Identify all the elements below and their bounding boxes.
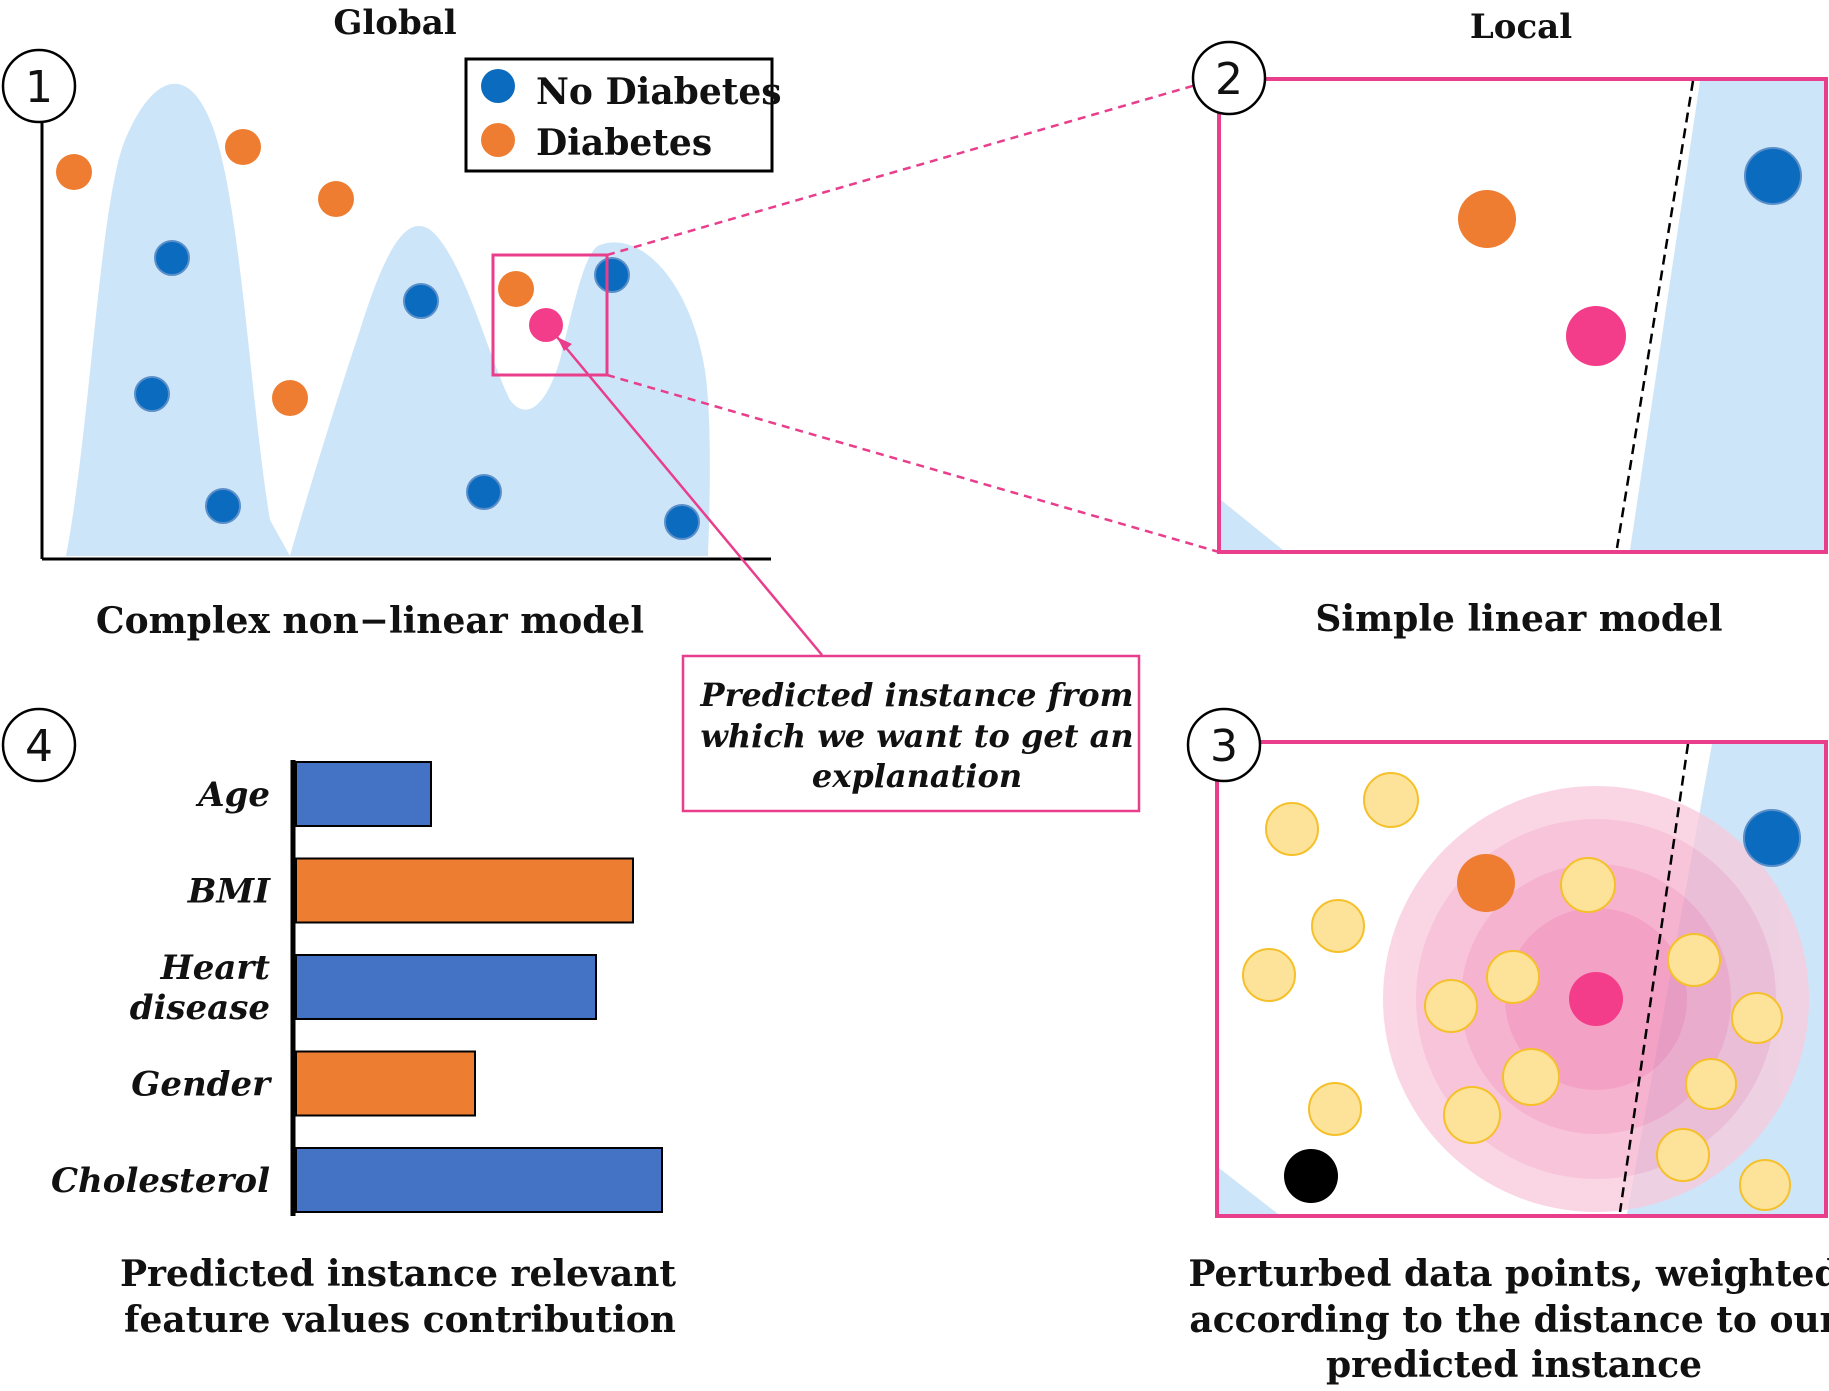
callout-arrow xyxy=(556,336,823,656)
perturbed-point xyxy=(1311,899,1365,953)
badge-1: 1 xyxy=(1,48,77,124)
local-caption: Simple linear model xyxy=(1315,598,1722,640)
diabetes-point xyxy=(1457,854,1515,912)
predicted-instance-point xyxy=(1569,972,1623,1026)
perturbed-points xyxy=(1242,772,1791,1211)
diabetes-point xyxy=(1458,190,1516,248)
perturbed-point xyxy=(1363,772,1419,828)
no-diabetes-point xyxy=(134,376,170,412)
no-diabetes-point xyxy=(205,488,241,524)
panel-perturbed: Perturbed data points, weighted accordin… xyxy=(1188,740,1829,1386)
callout-arrowhead xyxy=(557,337,572,351)
no-diabetes-point xyxy=(594,257,630,293)
bar-gender xyxy=(295,1050,476,1117)
perturbed-point xyxy=(1265,802,1319,856)
badge-3-label: 3 xyxy=(1210,721,1238,772)
global-points xyxy=(56,129,700,540)
global-title: Global xyxy=(333,3,456,43)
badge-3: 3 xyxy=(1186,707,1262,783)
predicted-instance-point xyxy=(1566,306,1626,366)
local-region-corner xyxy=(1221,500,1283,550)
bar-caption-line-2: feature values contribution xyxy=(124,1299,676,1341)
perturbed-caption-line-3: predicted instance xyxy=(1326,1344,1702,1386)
perturbed-point xyxy=(1242,948,1296,1002)
perturbed-caption-line-1: Perturbed data points, weighted xyxy=(1188,1253,1829,1295)
diabetes-point xyxy=(498,271,534,307)
bar-cholesterol xyxy=(295,1147,663,1213)
badge-4: 4 xyxy=(1,707,77,783)
panel-global: Global No Diabetes xyxy=(40,3,782,642)
predicted-instance-point xyxy=(529,308,563,342)
bar-age xyxy=(295,761,432,827)
diabetes-point xyxy=(318,181,354,217)
bar-caption-line-1: Predicted instance relevant xyxy=(120,1253,676,1295)
black-point xyxy=(1284,1149,1338,1203)
legend-no-diabetes-label: No Diabetes xyxy=(536,71,782,113)
callout-line-1: Predicted instance from xyxy=(700,676,1134,714)
callout-line-2: which we want to get an xyxy=(700,717,1133,755)
no-diabetes-point xyxy=(1744,147,1802,205)
badge-1-label: 1 xyxy=(25,62,53,113)
local-title: Local xyxy=(1470,7,1572,47)
legend-box xyxy=(464,57,774,173)
badge-2-label: 2 xyxy=(1215,54,1243,105)
badge-2: 2 xyxy=(1191,40,1267,116)
bar-label: Age xyxy=(195,775,270,815)
callout-line-3: explanation xyxy=(812,757,1022,795)
global-caption: Complex non−linear model xyxy=(96,600,644,642)
no-diabetes-point xyxy=(664,504,700,540)
bar-label: disease xyxy=(130,988,270,1028)
perturbed-point xyxy=(1502,1048,1560,1106)
perturbed-point xyxy=(1443,1086,1501,1144)
perturbed-point xyxy=(1560,857,1616,913)
legend: No Diabetes Diabetes xyxy=(464,57,782,173)
callout-box xyxy=(681,654,1141,813)
no-diabetes-point xyxy=(403,283,439,319)
zoom-box xyxy=(491,253,609,377)
bar-heart-disease xyxy=(295,954,597,1020)
legend-diabetes-label: Diabetes xyxy=(536,122,712,164)
diabetes-point xyxy=(272,380,308,416)
bar-bmi xyxy=(295,857,634,924)
nonlinear-region xyxy=(66,83,710,557)
bar-label: BMI xyxy=(187,872,271,912)
perturbed-point xyxy=(1656,1128,1710,1182)
panel-local: Local Simple linear model xyxy=(1217,7,1828,640)
callout: Predicted instance from which we want to… xyxy=(681,654,1141,813)
perturbed-caption-line-2: according to the distance to our xyxy=(1189,1299,1829,1341)
bar-label: Gender xyxy=(131,1065,272,1105)
bar-label: Heart xyxy=(160,948,271,988)
legend-diabetes-marker xyxy=(481,123,515,157)
no-diabetes-point xyxy=(466,474,502,510)
perturbed-point xyxy=(1731,992,1783,1044)
perturbed-point xyxy=(1739,1159,1791,1211)
perturbed-point xyxy=(1685,1058,1737,1110)
badge-4-label: 4 xyxy=(25,721,53,772)
no-diabetes-point xyxy=(154,240,190,276)
legend-no-diabetes-marker xyxy=(481,69,515,103)
perturbed-point xyxy=(1424,979,1478,1033)
bar-label: Cholesterol xyxy=(51,1161,270,1201)
diabetes-point xyxy=(56,154,92,190)
perturbed-point xyxy=(1308,1082,1362,1136)
no-diabetes-point xyxy=(1743,809,1801,867)
perturbed-region-corner xyxy=(1219,1168,1278,1214)
zoom-connector-top xyxy=(606,83,1197,257)
diabetes-point xyxy=(225,129,261,165)
perturbed-point xyxy=(1486,950,1540,1004)
perturbed-point xyxy=(1667,933,1721,987)
